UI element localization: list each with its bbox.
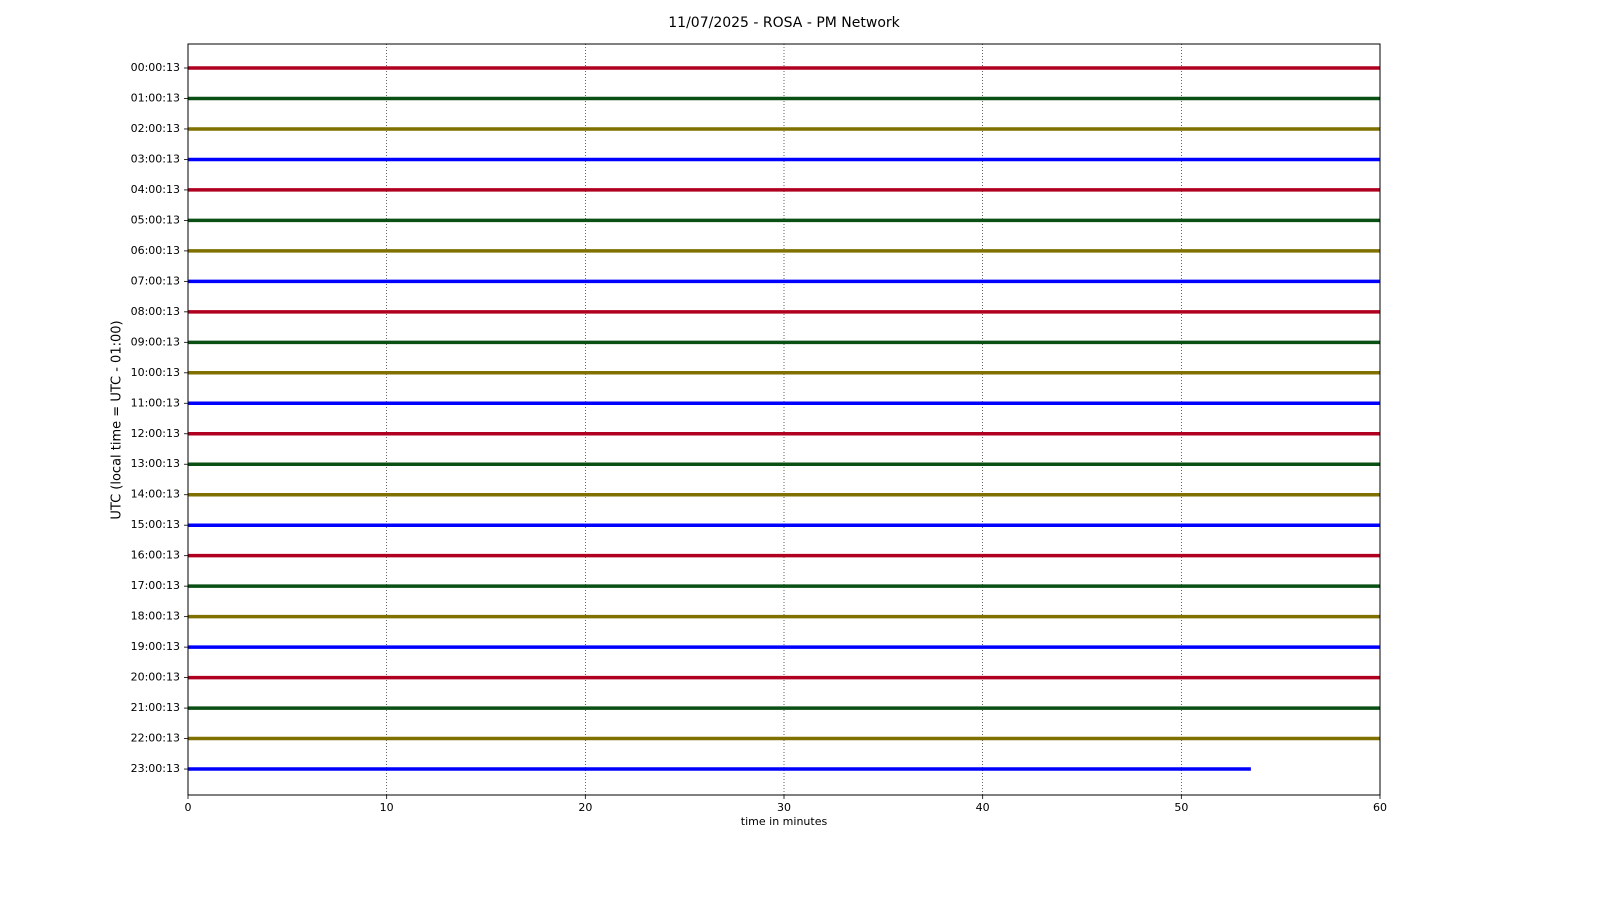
y-tick-label: 16:00:13 xyxy=(131,549,180,562)
y-tick-label: 19:00:13 xyxy=(131,640,180,653)
y-tick-label: 14:00:13 xyxy=(131,488,180,501)
y-tick-label: 06:00:13 xyxy=(131,244,180,257)
y-tick-label: 02:00:13 xyxy=(131,122,180,135)
plot-frame xyxy=(187,43,1381,796)
y-tick-label: 22:00:13 xyxy=(131,732,180,745)
y-tick-label: 21:00:13 xyxy=(131,701,180,714)
x-tick-label: 0 xyxy=(185,801,192,814)
y-tick-label: 13:00:13 xyxy=(131,457,180,470)
chart-title: 11/07/2025 - ROSA - PM Network xyxy=(668,15,900,31)
y-tick-label: 15:00:13 xyxy=(131,518,180,531)
x-tick-label: 40 xyxy=(976,801,990,814)
x-axis-label: time in minutes xyxy=(741,815,828,828)
y-tick-label: 20:00:13 xyxy=(131,671,180,684)
y-tick-label: 09:00:13 xyxy=(131,335,180,348)
x-tick-label: 50 xyxy=(1174,801,1188,814)
y-tick-label: 10:00:13 xyxy=(131,366,180,379)
x-tick-label: 30 xyxy=(777,801,791,814)
x-tick-label: 10 xyxy=(380,801,394,814)
y-tick-label: 18:00:13 xyxy=(131,610,180,623)
y-tick-label: 08:00:13 xyxy=(131,305,180,318)
y-tick-label: 23:00:13 xyxy=(131,762,180,775)
y-tick-label: 05:00:13 xyxy=(131,213,180,226)
x-tick-label: 20 xyxy=(578,801,592,814)
y-tick-label: 11:00:13 xyxy=(131,396,180,409)
y-tick-label: 00:00:13 xyxy=(131,61,180,74)
y-tick-label: 17:00:13 xyxy=(131,579,180,592)
y-tick-label: 01:00:13 xyxy=(131,91,180,104)
y-axis-label: UTC (local time = UTC - 01:00) xyxy=(110,320,125,519)
y-tick-label: 07:00:13 xyxy=(131,274,180,287)
x-tick-label: 60 xyxy=(1373,801,1387,814)
y-tick-label: 04:00:13 xyxy=(131,183,180,196)
y-tick-label: 03:00:13 xyxy=(131,152,180,165)
y-tick-label: 12:00:13 xyxy=(131,427,180,440)
